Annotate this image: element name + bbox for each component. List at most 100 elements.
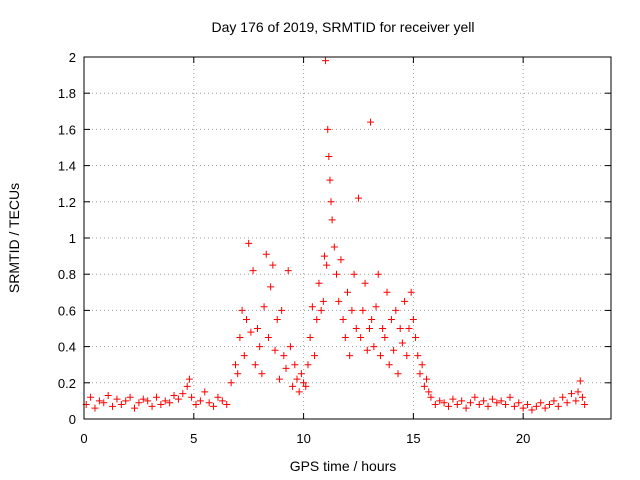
data-point — [532, 402, 540, 410]
data-point — [192, 401, 200, 409]
gridlines — [84, 57, 611, 419]
data-point — [403, 352, 411, 360]
x-axis-label: GPS time / hours — [290, 458, 397, 474]
data-point — [510, 402, 518, 410]
data-point — [264, 334, 272, 342]
data-point — [449, 395, 457, 403]
data-point — [238, 306, 246, 314]
data-point — [354, 194, 362, 202]
chart-title: Day 176 of 2019, SRMTID for receiver yel… — [212, 19, 475, 35]
data-point — [392, 306, 400, 314]
data-point — [563, 399, 571, 407]
data-point — [381, 334, 389, 342]
data-point — [475, 401, 483, 409]
data-point — [325, 153, 333, 161]
data-point — [396, 325, 404, 332]
data-point — [383, 288, 391, 296]
data-point — [247, 328, 255, 336]
data-point — [148, 402, 156, 410]
data-point — [315, 279, 323, 287]
data-point — [480, 397, 488, 405]
data-point — [210, 402, 218, 410]
x-tick-label: 0 — [80, 431, 87, 446]
data-point — [541, 404, 549, 412]
data-point — [572, 397, 580, 405]
data-point — [236, 334, 244, 342]
data-point — [100, 399, 108, 407]
data-point — [359, 306, 367, 314]
data-point — [300, 379, 308, 387]
data-point — [330, 243, 338, 251]
data-point — [394, 370, 402, 378]
data-point — [328, 216, 336, 224]
data-point — [302, 382, 310, 390]
data-point — [337, 256, 345, 264]
data-point — [166, 399, 174, 407]
data-point — [324, 125, 332, 133]
y-tick-label: 0 — [69, 412, 76, 427]
data-point — [157, 401, 165, 409]
data-point — [458, 397, 466, 405]
data-point — [223, 401, 231, 409]
data-point — [232, 361, 240, 369]
data-point — [550, 397, 558, 405]
data-point — [317, 306, 325, 314]
data-point — [183, 382, 191, 390]
data-point — [335, 297, 343, 305]
data-point — [284, 267, 292, 275]
y-tick-label: 1 — [69, 231, 76, 246]
data-point — [420, 382, 428, 390]
data-point — [87, 393, 95, 401]
data-point — [267, 283, 275, 291]
data-point — [131, 404, 139, 412]
data-point — [453, 401, 461, 409]
data-point — [427, 393, 435, 401]
data-point — [245, 239, 253, 247]
data-point — [387, 315, 395, 323]
data-point — [348, 306, 356, 314]
data-point — [497, 397, 505, 405]
data-point — [286, 343, 294, 351]
data-point — [515, 399, 523, 407]
data-point — [484, 402, 492, 410]
data-point — [368, 315, 376, 323]
data-point — [567, 390, 575, 398]
data-point — [320, 252, 328, 260]
data-point — [398, 339, 406, 347]
data-points — [82, 57, 589, 414]
y-axis-label: SRMTID / TECUs — [6, 183, 22, 293]
data-point — [407, 288, 415, 296]
data-point — [352, 325, 360, 332]
x-tick-label: 10 — [296, 431, 310, 446]
y-tick-label: 0.6 — [58, 303, 76, 318]
data-point — [488, 395, 496, 403]
data-point — [289, 382, 297, 390]
data-point — [327, 198, 335, 206]
data-point — [323, 261, 331, 269]
data-point — [554, 402, 562, 410]
y-tick-label: 1.6 — [58, 122, 76, 137]
data-point — [365, 325, 373, 332]
data-point — [174, 395, 182, 403]
data-point — [95, 397, 103, 405]
data-point — [322, 57, 330, 65]
data-point — [367, 118, 375, 126]
data-point — [379, 325, 387, 332]
y-tick-label: 0.2 — [58, 376, 76, 391]
data-point — [546, 401, 554, 409]
data-point — [311, 352, 319, 360]
data-point — [502, 401, 510, 409]
data-point — [423, 375, 431, 383]
data-point — [436, 397, 444, 405]
data-point — [293, 375, 301, 383]
data-point — [425, 388, 433, 396]
data-point — [401, 297, 409, 305]
data-point — [242, 315, 250, 323]
data-point — [346, 352, 354, 360]
data-point — [278, 306, 286, 314]
data-point — [91, 404, 99, 412]
data-point — [506, 393, 514, 401]
data-point — [341, 334, 349, 342]
data-point — [280, 352, 288, 360]
y-tick-label: 2 — [69, 50, 76, 65]
